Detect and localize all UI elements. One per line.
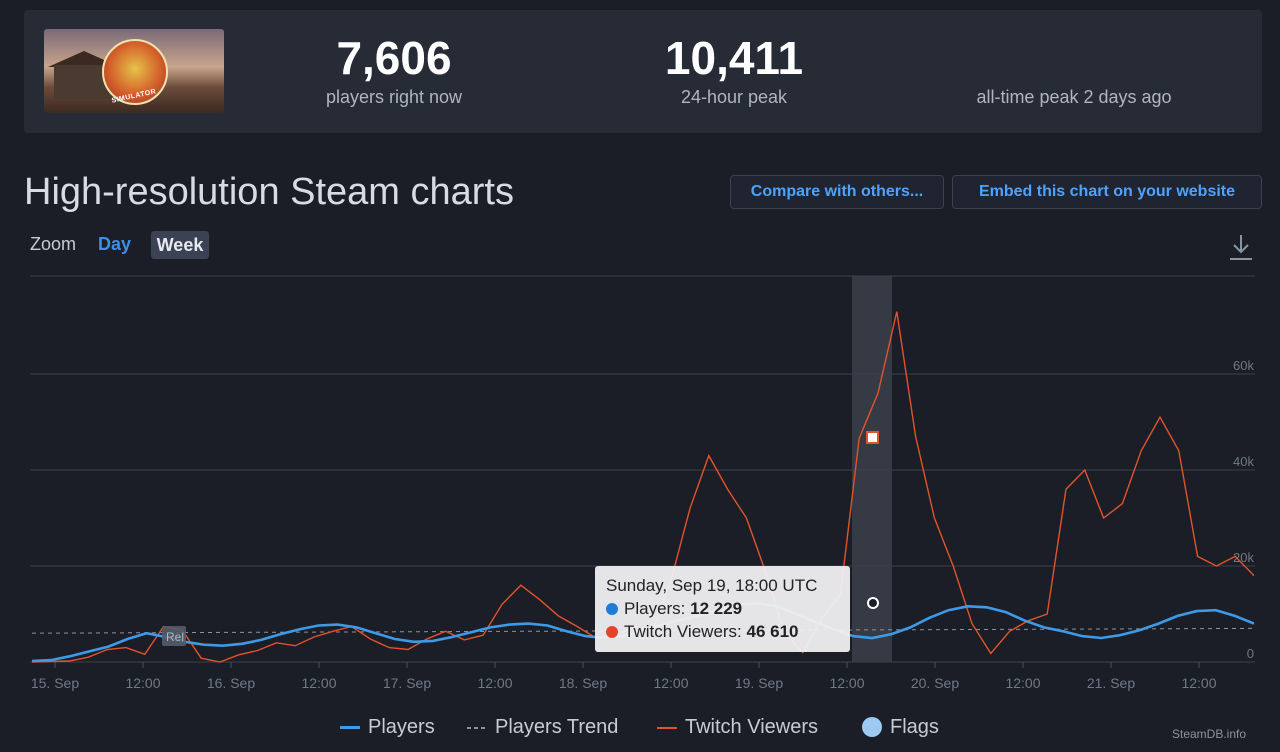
- flag-marker[interactable]: [162, 626, 186, 646]
- legend-players-trend[interactable]: Players Trend: [467, 714, 618, 740]
- tooltip-twitch-label: Twitch Viewers:: [624, 622, 747, 641]
- zoom-label: Zoom: [30, 234, 77, 254]
- legend-flags-label: Flags: [890, 716, 939, 738]
- y-tick-label: 60k: [1233, 358, 1254, 373]
- x-axis-ticks: 15. Sep 12:00 16. Sep 12:00 17. Sep 12:00 18. …: [31, 662, 1217, 691]
- legend-trend-label: Players Trend: [495, 716, 619, 738]
- x-tick-label: 12:00: [125, 675, 160, 691]
- zoom-day-button[interactable]: Day: [98, 234, 132, 254]
- legend-twitch-label: Twitch Viewers: [685, 716, 819, 738]
- legend-players-label: Players: [368, 716, 435, 738]
- embed-chart-button[interactable]: Embed this chart on your website: [952, 175, 1262, 209]
- chart-tooltip: Sunday, Sep 19, 18:00 UTC Players: 12 22…: [595, 566, 850, 652]
- game-thumbnail[interactable]: SIMULATOR: [44, 29, 224, 113]
- current-players-value: 7,606: [336, 32, 452, 84]
- flag-marker-label: Rel: [166, 630, 184, 644]
- x-tick-label: 15. Sep: [31, 675, 79, 691]
- current-players-stat: 7,606 players right now: [314, 30, 474, 108]
- twitch-hover-marker: [866, 431, 879, 444]
- x-tick-label: 12:00: [653, 675, 688, 691]
- players-dot-icon: [606, 603, 618, 615]
- players-swatch-icon: [340, 726, 360, 730]
- compare-button[interactable]: Compare with others...: [730, 175, 944, 209]
- tooltip-date: Sunday, Sep 19, 18:00 UTC: [606, 576, 818, 595]
- legend-flags[interactable]: Flags: [862, 714, 939, 740]
- x-tick-label: 12:00: [477, 675, 512, 691]
- tooltip-players-row: Players: 12 229: [606, 599, 742, 619]
- legend-twitch-viewers[interactable]: Twitch Viewers: [657, 714, 818, 740]
- y-tick-label: 0: [1247, 646, 1254, 661]
- tooltip-twitch-value: 46 610: [746, 622, 799, 641]
- current-players-label: players right now: [325, 87, 463, 107]
- page-title: High-resolution Steam charts: [24, 171, 514, 213]
- flags-swatch-icon: [862, 717, 882, 737]
- y-tick-label: 20k: [1233, 550, 1254, 565]
- x-tick-label: 17. Sep: [383, 675, 431, 691]
- stats-card: SIMULATOR 7,606 players right now 10,411…: [24, 10, 1262, 133]
- x-tick-label: 12:00: [829, 675, 864, 691]
- peak-24h-stat: 10,411 24-hour peak: [644, 30, 824, 108]
- download-icon[interactable]: [1228, 232, 1254, 262]
- alltime-peak-stat: all-time peak 2 days ago: [954, 30, 1194, 108]
- y-tick-label: 40k: [1233, 454, 1254, 469]
- game-logo-badge: [102, 39, 168, 105]
- trend-swatch-icon: [467, 726, 487, 729]
- alltime-peak-value-redacted: [954, 30, 1194, 86]
- twitch-dot-icon: [606, 626, 618, 638]
- x-tick-label: 12:00: [301, 675, 336, 691]
- peak-24h-value: 10,411: [664, 32, 804, 84]
- twitch-swatch-icon: [657, 726, 677, 729]
- legend-players[interactable]: Players: [340, 714, 435, 740]
- alltime-peak-label: all-time peak 2 days ago: [976, 87, 1172, 107]
- players-hover-marker: [867, 597, 879, 609]
- tooltip-players-label: Players:: [624, 599, 691, 618]
- tooltip-players-value: 12 229: [690, 599, 743, 618]
- peak-24h-label: 24-hour peak: [680, 87, 788, 107]
- x-tick-label: 12:00: [1181, 675, 1216, 691]
- x-tick-label: 16. Sep: [207, 675, 255, 691]
- y-axis-ticks: 0 20k 40k 60k: [1233, 358, 1254, 661]
- x-tick-label: 20. Sep: [911, 675, 959, 691]
- tooltip-twitch-row: Twitch Viewers: 46 610: [606, 622, 799, 642]
- x-tick-label: 12:00: [1005, 675, 1040, 691]
- x-tick-label: 21. Sep: [1087, 675, 1135, 691]
- x-tick-label: 19. Sep: [735, 675, 783, 691]
- zoom-week-button[interactable]: Week: [151, 231, 209, 259]
- x-tick-label: 18. Sep: [559, 675, 607, 691]
- steamdb-watermark: SteamDB.info: [1172, 727, 1247, 741]
